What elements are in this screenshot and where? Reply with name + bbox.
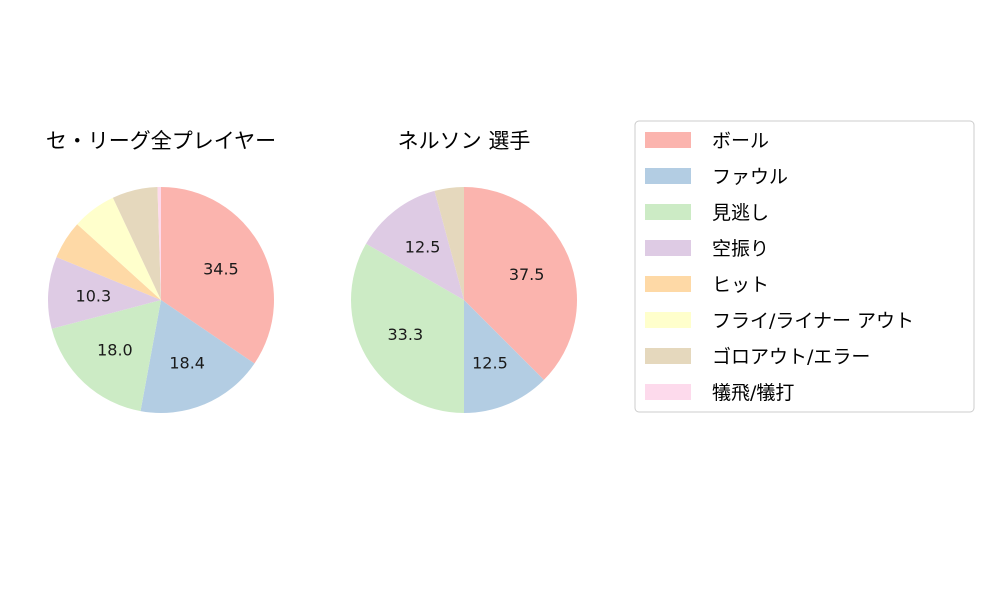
legend-swatch-7	[645, 384, 691, 400]
legend-label-0: ボール	[712, 130, 769, 152]
slice-label-1-2: 33.3	[388, 325, 424, 344]
slice-label-1-0: 37.5	[509, 265, 545, 284]
pie-player: 37.5 12.5 33.3 12.5	[351, 187, 577, 413]
pie-slice-1-2	[351, 243, 464, 413]
legend-swatch-6	[645, 348, 691, 364]
legend-label-6: ゴロアウト/エラー	[712, 346, 870, 368]
pie-slice-0-1	[140, 300, 255, 413]
legend-label-1: ファウル	[712, 166, 788, 188]
slice-label-0-0: 34.5	[203, 259, 239, 278]
legend-frame	[634, 120, 975, 413]
pie-slice-0-3	[47, 257, 162, 329]
legend-label-2: 見逃し	[712, 202, 769, 224]
slice-label-1-3: 12.5	[405, 237, 441, 256]
pie-slice-1-3	[366, 190, 464, 300]
legend-swatch-3	[645, 240, 691, 256]
legend-swatch-5	[645, 312, 691, 328]
legend-swatch-4	[645, 276, 691, 292]
slice-label-0-2: 18.0	[97, 341, 133, 360]
pie-slice-0-4	[56, 224, 161, 300]
pie-title-player: ネルソン 選手	[398, 129, 531, 153]
pie-slice-1-1	[464, 300, 544, 413]
pie-slice-1-0	[464, 187, 577, 380]
pie-slice-0-6	[112, 187, 161, 300]
slice-label-0-3: 10.3	[76, 287, 112, 306]
legend-swatch-2	[645, 204, 691, 220]
slice-label-1-1: 12.5	[472, 354, 508, 373]
pie-league: 34.5 18.4 18.0 10.3	[47, 187, 274, 413]
slice-label-0-1: 18.4	[169, 354, 205, 373]
legend-label-4: ヒット	[712, 274, 769, 296]
legend-swatch-1	[645, 168, 691, 184]
pie-slice-0-5	[77, 197, 161, 300]
legend-swatch-0	[645, 132, 691, 148]
pie-slice-0-7	[157, 187, 161, 300]
pie-title-league: セ・リーグ全プレイヤー	[46, 129, 276, 153]
pie-slice-0-0	[161, 187, 274, 364]
legend-label-7: 犠飛/犠打	[712, 382, 794, 404]
legend-label-3: 空振り	[712, 238, 769, 260]
pie-slice-1-6	[434, 187, 464, 300]
pie-slice-0-2	[51, 300, 161, 412]
legend-label-5: フライ/ライナー アウト	[712, 310, 914, 332]
